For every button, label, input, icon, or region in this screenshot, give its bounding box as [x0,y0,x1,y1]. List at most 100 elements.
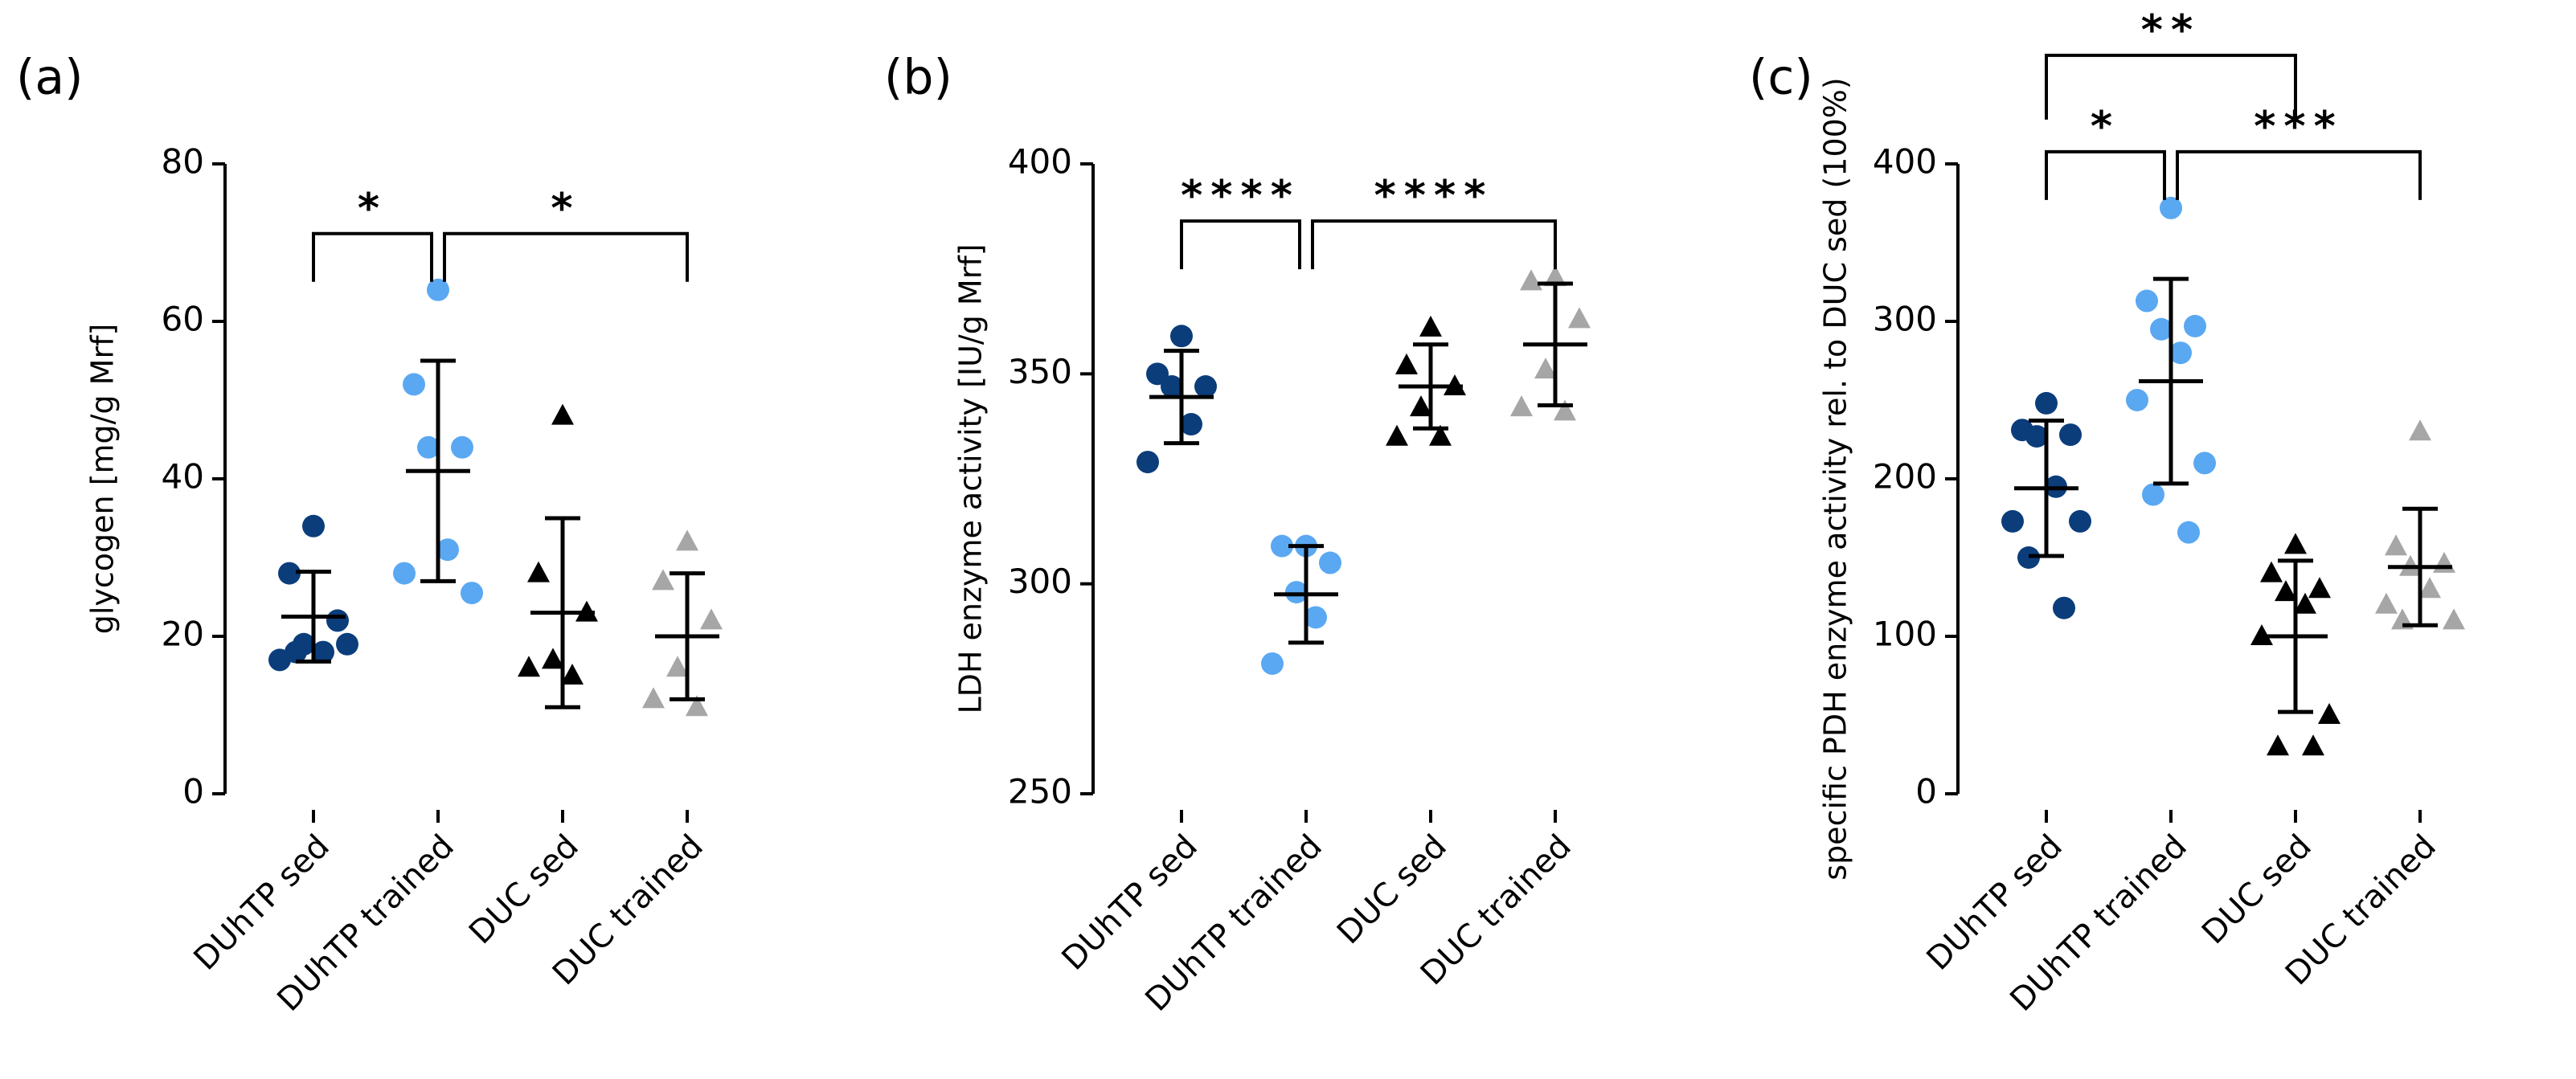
data-point [326,609,349,632]
x-tick-label: DUC sed [462,828,586,951]
data-point [451,435,473,459]
data-point [2375,592,2398,614]
data-point [561,664,584,685]
y-tick-label: 300 [1008,562,1072,601]
data-point [1194,375,1217,398]
y-tick-label: 200 [1873,457,1937,497]
y-tick-label: 60 [162,300,204,339]
y-tick-label: 350 [1008,352,1072,391]
data-point [2318,703,2341,724]
data-point [2409,419,2431,441]
data-point [2069,509,2091,533]
data-point [2302,734,2324,756]
significance-label: *** [2254,103,2344,151]
data-point [518,656,540,677]
significance-label: * [358,185,387,233]
data-point [2136,289,2158,313]
data-point [2053,596,2075,619]
data-point [1534,358,1557,379]
panel-label: (b) [884,50,952,106]
data-point [2267,734,2289,756]
data-point [1520,269,1542,291]
data-point [2418,577,2441,599]
y-tick-label: 40 [162,457,204,497]
data-point [2142,483,2164,506]
data-point [2250,624,2273,645]
data-point [2177,521,2200,544]
data-point [2025,425,2048,448]
data-point [2433,551,2455,573]
y-tick-label: 250 [1008,772,1072,811]
data-point [1285,581,1308,604]
data-point [2150,317,2173,341]
data-point [1429,424,1452,446]
data-point [1261,652,1284,675]
data-point [2035,391,2058,415]
significance-bracket [2176,149,2422,200]
data-point [2275,580,2297,602]
data-point [2193,452,2216,475]
data-point [417,435,440,459]
data-point [551,403,574,425]
data-point [1319,551,1341,574]
y-tick-label: 400 [1873,142,1937,182]
data-point [642,687,665,709]
data-point [1544,265,1566,287]
significance-bracket [1311,219,1557,270]
y-tick-label: 400 [1008,142,1072,182]
data-point [2059,423,2082,447]
data-point [527,561,550,582]
data-point [1161,375,1183,398]
data-point [542,648,564,669]
data-point [2184,314,2206,337]
y-axis-label: glycogen [mg/g Mrf] [85,324,121,635]
y-axis-label: LDH enzyme activity [IU/g Mrf] [953,243,989,713]
data-point [666,656,689,677]
data-point [1304,606,1327,629]
data-point [336,632,358,656]
data-point [2284,533,2307,554]
data-point [2126,389,2148,411]
significance-label: ** [2141,6,2201,55]
data-point [285,640,307,664]
data-point [1568,307,1591,329]
x-tick-label: DUC sed [1330,828,1454,951]
data-point [403,373,425,396]
data-point [312,640,334,664]
significance-bracket [2045,149,2166,200]
data-point [1410,395,1432,417]
data-point [676,529,698,551]
data-point [1554,399,1576,421]
data-point [1170,325,1193,348]
significance-bracket [2045,53,2297,120]
data-point [700,608,723,630]
data-point [686,695,708,717]
significance-label: * [2091,103,2120,151]
data-point [393,562,416,585]
data-point [302,514,325,537]
panel-label: (c) [1749,50,1813,106]
data-point [1146,362,1169,386]
data-point [461,582,483,605]
data-point [1419,315,1442,337]
panel-label: (a) [16,50,84,106]
data-point [2443,608,2465,630]
significance-label: * [551,185,580,233]
x-tick-label: DUC sed [2195,828,2319,951]
data-point [1510,395,1533,417]
y-tick-label: 0 [182,772,204,811]
y-tick-label: 20 [162,615,204,654]
data-point [2260,561,2283,582]
data-point [1271,534,1293,558]
data-point [1386,424,1408,446]
data-point [2294,592,2316,614]
data-point [652,569,674,591]
significance-label: **** [1181,172,1300,220]
significance-bracket [1180,219,1301,270]
significance-bracket [312,231,433,282]
data-point [1180,413,1202,436]
data-point [2385,534,2407,556]
y-tick-label: 100 [1873,615,1937,654]
data-point [2001,509,2024,533]
